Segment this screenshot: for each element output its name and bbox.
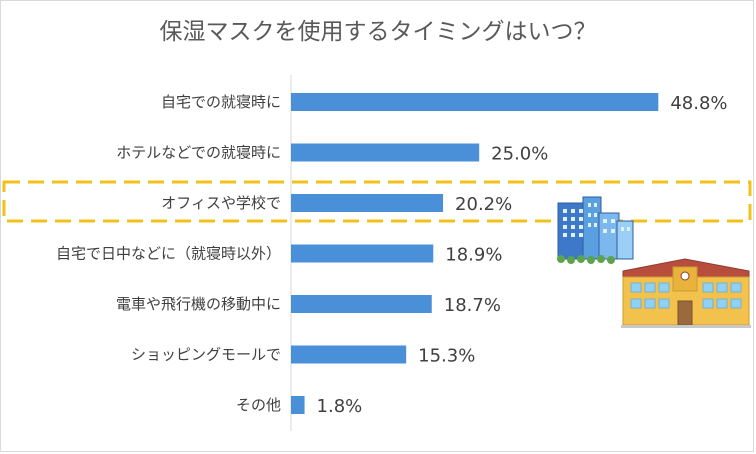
labels-layer: 自宅での就寝時に 48.8% ホテルなどでの就寝時に 25.0% オフィスや学校で 20.… [56, 93, 728, 417]
value-label: 18.7% [444, 295, 501, 316]
category-label: ホテルなどでの就寝時に [116, 144, 281, 162]
category-label: オフィスや学校で [161, 194, 281, 212]
value-label: 48.8% [670, 93, 727, 114]
bar [291, 93, 659, 111]
category-label: 自宅での就寝時に [161, 93, 281, 111]
value-label: 1.8% [317, 396, 363, 417]
highlight-box [2, 180, 752, 223]
bar [291, 345, 407, 364]
value-label: 25.0% [491, 144, 548, 165]
bars-layer [291, 93, 659, 414]
bar [291, 194, 444, 212]
value-label: 20.2% [455, 194, 512, 215]
category-label: その他 [236, 396, 281, 414]
category-label: 自宅で日中などに（就寝時以外） [56, 245, 281, 263]
category-label: ショッピングモールで [131, 346, 281, 364]
category-label: 電車や飛行機の移動中に [116, 295, 281, 313]
office-buildings-icon [557, 196, 634, 264]
bar [291, 244, 434, 263]
chart-title: 保湿マスクを使用するタイミングはいつ？ [160, 19, 597, 45]
value-label: 18.9% [445, 245, 502, 266]
bar [291, 295, 432, 313]
value-label: 15.3% [418, 346, 475, 367]
school-building-icon [621, 258, 751, 328]
bar [291, 143, 480, 162]
bar [291, 396, 305, 414]
